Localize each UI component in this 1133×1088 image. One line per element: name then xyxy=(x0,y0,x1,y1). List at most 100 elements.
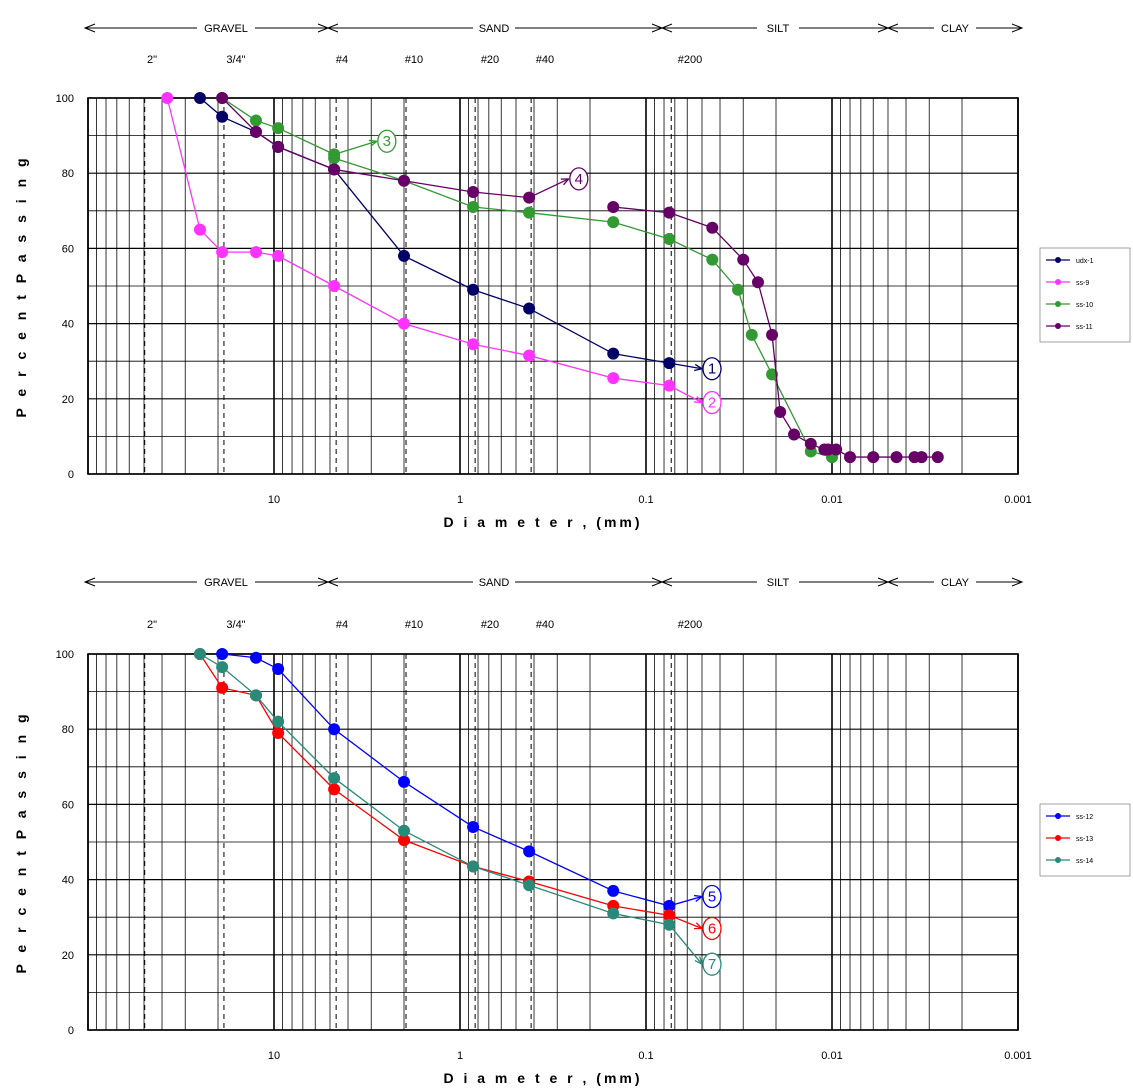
class-label-bg xyxy=(197,20,255,34)
y-tick-label: 20 xyxy=(62,394,74,406)
sieve-label: #4 xyxy=(336,54,348,66)
data-point xyxy=(272,663,285,676)
sieve-label: 3/4" xyxy=(226,619,245,631)
series-ss-12: 5 xyxy=(216,648,722,912)
arrowhead-icon xyxy=(660,577,673,587)
data-point xyxy=(272,140,285,153)
data-point xyxy=(607,347,620,360)
data-point xyxy=(216,246,229,259)
data-point xyxy=(467,860,480,873)
data-point xyxy=(766,368,779,381)
arrowhead-icon xyxy=(694,363,703,372)
data-point xyxy=(249,651,262,664)
arrowhead-icon xyxy=(83,23,96,33)
legend-swatch-marker xyxy=(1055,257,1061,263)
y-tick-label: 20 xyxy=(62,950,74,962)
x-tick-label: 1 xyxy=(457,1050,463,1062)
arrowhead-icon xyxy=(886,577,899,587)
series-label-bubble xyxy=(702,357,722,381)
y-tick-label: 40 xyxy=(62,319,74,331)
data-point xyxy=(328,152,341,165)
arrowhead-icon xyxy=(693,395,703,404)
y-tick-label: 0 xyxy=(68,469,74,481)
data-point xyxy=(328,723,341,736)
series-ss-9: 2 xyxy=(161,92,722,415)
series-label-bubble xyxy=(702,916,722,941)
series-label-bubble xyxy=(702,390,722,415)
data-point xyxy=(890,451,903,464)
class-label-bg xyxy=(934,574,976,588)
y-tick-label: 60 xyxy=(62,799,74,811)
data-point xyxy=(523,845,536,858)
arrowhead-icon xyxy=(886,23,899,33)
data-point xyxy=(663,899,676,912)
x-tick-label: 10 xyxy=(268,1050,280,1062)
sieve-label: 3/4" xyxy=(226,54,245,66)
plot-frame xyxy=(87,653,1019,1031)
x-axis-label: D i a m e t e r , (mm) xyxy=(443,1070,642,1086)
data-point xyxy=(867,451,880,464)
data-point xyxy=(398,174,411,187)
y-tick-label: 80 xyxy=(62,724,74,736)
series-label-number: 7 xyxy=(708,956,716,973)
series-label-bubble xyxy=(702,952,722,976)
data-point xyxy=(467,201,480,214)
legend-entry: ss-9 xyxy=(1076,280,1089,287)
data-point xyxy=(328,163,341,176)
class-label-silt: SILT xyxy=(767,23,790,35)
data-point xyxy=(523,191,536,204)
data-point xyxy=(216,110,229,123)
data-point xyxy=(607,201,620,214)
soil-classification-band: GRAVEL SAND SILT CLAY xyxy=(83,20,1024,35)
legend-entry: ss-13 xyxy=(1076,836,1093,843)
legend-swatch-marker xyxy=(1055,813,1061,819)
arrowhead-icon xyxy=(1011,577,1024,587)
series-label-number: 6 xyxy=(708,920,716,937)
data-point xyxy=(216,92,229,104)
data-point xyxy=(607,907,620,920)
data-point xyxy=(193,92,206,104)
series-ss-11 xyxy=(607,201,944,464)
legend-entry: ss-12 xyxy=(1076,814,1093,821)
data-point xyxy=(328,280,341,292)
data-point xyxy=(523,349,536,362)
data-point xyxy=(398,317,411,330)
arrowhead-icon xyxy=(326,23,339,33)
legend-entry: udx-1 xyxy=(1076,258,1094,265)
data-point xyxy=(216,681,229,694)
class-label-bg xyxy=(934,20,976,34)
series-label-number: 3 xyxy=(383,133,391,150)
data-point xyxy=(830,443,843,456)
x-tick-label: 1 xyxy=(457,494,463,506)
arrowhead-icon xyxy=(560,178,570,186)
data-point xyxy=(467,283,480,296)
data-point xyxy=(249,689,262,702)
legend: udx-1 ss-9 ss-10 ss-11 xyxy=(1039,247,1131,343)
data-point xyxy=(272,122,285,135)
series-label-number: 5 xyxy=(708,889,716,906)
data-point xyxy=(931,451,944,464)
series-ss-14: 7 xyxy=(193,648,722,976)
arrowhead-icon xyxy=(83,577,96,587)
data-point xyxy=(663,206,676,219)
data-point xyxy=(663,233,676,245)
series-label-bubble xyxy=(377,129,397,153)
data-point xyxy=(193,223,206,236)
data-point xyxy=(249,246,262,259)
arrowhead-icon xyxy=(693,922,703,930)
data-point xyxy=(788,428,801,441)
series-label-number: 1 xyxy=(708,361,716,378)
arrowhead-icon xyxy=(694,956,703,965)
data-point xyxy=(272,726,285,739)
class-label-bg xyxy=(757,20,799,34)
x-tick-label: 10 xyxy=(268,494,280,506)
x-tick-label: 0.01 xyxy=(821,1050,842,1062)
x-tick-label: 0.001 xyxy=(1004,1050,1032,1062)
y-axis-label: P e r c e n t P a s s i n g xyxy=(13,710,29,973)
legend-swatch-marker xyxy=(1055,323,1061,329)
x-tick-label: 0.01 xyxy=(821,494,842,506)
y-tick-label: 0 xyxy=(68,1025,74,1037)
sieve-label: 2" xyxy=(147,54,157,66)
data-point xyxy=(467,338,480,351)
legend-swatch-marker xyxy=(1055,301,1061,307)
